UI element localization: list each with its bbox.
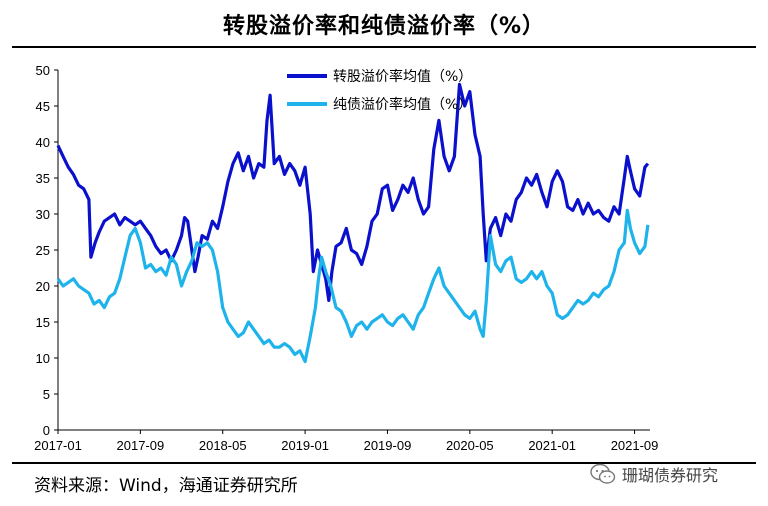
y-tick-label: 10 bbox=[36, 351, 50, 366]
series-line-2 bbox=[56, 208, 650, 364]
series-line-1 bbox=[56, 82, 650, 302]
legend-label-2: 纯债溢价率均值（%） bbox=[333, 96, 472, 113]
y-tick-label: 30 bbox=[36, 207, 50, 222]
y-tick-label: 0 bbox=[43, 423, 50, 438]
chart-axes: 0 5 10 15 20 25 30 35 40 45 50 2017-01 2017-09 2018-0… bbox=[34, 63, 658, 453]
chart-title: 转股溢价率和纯债溢价率（%） bbox=[222, 14, 546, 39]
x-tick-label: 2019-01 bbox=[281, 438, 329, 453]
y-tick-label: 15 bbox=[36, 315, 50, 330]
legend-label-1: 转股溢价率均值（%） bbox=[333, 68, 472, 85]
y-tick-label: 25 bbox=[36, 243, 50, 258]
y-tick-label: 5 bbox=[43, 387, 50, 402]
x-tick-label: 2021-01 bbox=[528, 438, 576, 453]
watermark-text: 珊瑚债券研究 bbox=[622, 466, 719, 485]
y-tick-label: 20 bbox=[36, 279, 50, 294]
top-rule bbox=[12, 46, 756, 48]
x-tick-label: 2017-09 bbox=[117, 438, 165, 453]
wechat-icon bbox=[590, 463, 616, 484]
x-tick-label: 2019-09 bbox=[364, 438, 412, 453]
chart-series bbox=[56, 82, 650, 364]
bottom-rule bbox=[12, 462, 756, 464]
chart-legend: 转股溢价率均值（%） 纯债溢价率均值（%） bbox=[287, 68, 472, 113]
y-tick-label: 50 bbox=[36, 63, 50, 78]
y-tick-label: 40 bbox=[36, 135, 50, 150]
watermark: 珊瑚债券研究 bbox=[590, 462, 718, 486]
x-tick-label: 2020-05 bbox=[446, 438, 494, 453]
x-tick-label: 2017-01 bbox=[34, 438, 82, 453]
source-note: 资料来源：Wind，海通证券研究所 bbox=[34, 476, 298, 496]
x-tick-label: 2018-05 bbox=[199, 438, 247, 453]
x-tick-label: 2021-09 bbox=[611, 438, 659, 453]
y-tick-label: 35 bbox=[36, 171, 50, 186]
y-tick-label: 45 bbox=[36, 99, 50, 114]
